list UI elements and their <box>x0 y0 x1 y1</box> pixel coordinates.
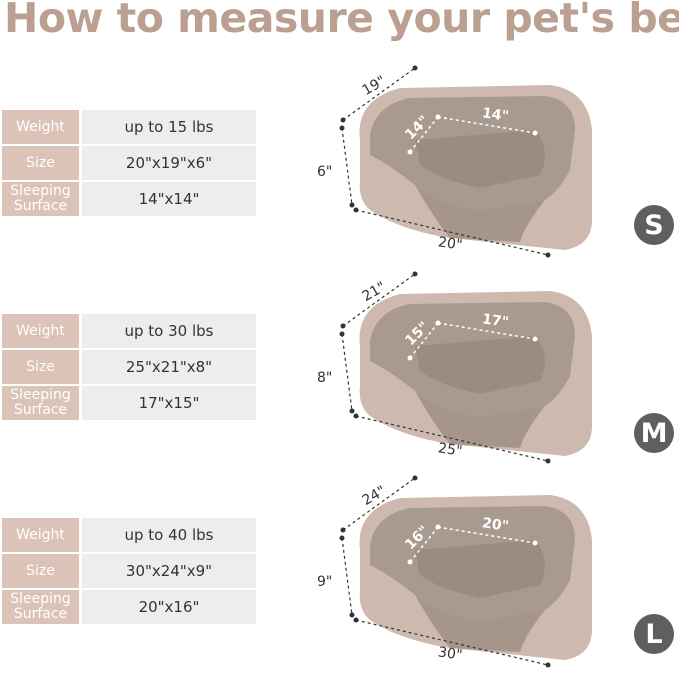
bed-drawing <box>339 271 592 464</box>
spec-label: Size <box>2 554 79 588</box>
spec-row: Size 20"x19"x6" <box>2 146 256 180</box>
spec-label: Size <box>2 146 79 180</box>
spec-table-l: Weight up to 40 lbs Size 30"x24"x9" Slee… <box>2 518 256 626</box>
spec-label: Weight <box>2 314 79 348</box>
spec-value: up to 30 lbs <box>82 314 256 348</box>
spec-table-s: Weight up to 15 lbs Size 20"x19"x6" Slee… <box>2 110 256 218</box>
spec-value: 17"x15" <box>82 386 256 420</box>
size-badge: S <box>634 205 674 245</box>
spec-value: 14"x14" <box>82 182 256 216</box>
spec-value: 20"x19"x6" <box>82 146 256 180</box>
length-dimension: 25" <box>437 440 464 460</box>
height-dimension: 8" <box>317 370 333 386</box>
bed-cushion <box>415 130 545 188</box>
bed-illustration-s: 19" 6" 20" 14" 14" <box>317 60 620 270</box>
spec-row: Size 25"x21"x8" <box>2 350 256 384</box>
spec-label: Sleeping Surface <box>2 386 79 420</box>
spec-value: up to 40 lbs <box>82 518 256 552</box>
spec-row: Sleeping Surface 20"x16" <box>2 590 256 624</box>
page-title: How to measure your pet's bed <box>4 0 679 42</box>
bed-illustration-m: 21" 8" 25" 15" 17" <box>317 266 620 476</box>
bed-drawing <box>339 475 592 668</box>
spec-value: 20"x16" <box>82 590 256 624</box>
spec-label: Sleeping Surface <box>2 590 79 624</box>
spec-table-m: Weight up to 30 lbs Size 25"x21"x8" Slee… <box>2 314 256 422</box>
size-badge: L <box>634 614 674 654</box>
bed-front-fur <box>415 391 545 448</box>
height-dimension: 9" <box>317 574 333 590</box>
spec-row: Sleeping Surface 14"x14" <box>2 182 256 216</box>
spec-row: Weight up to 40 lbs <box>2 518 256 552</box>
spec-row: Weight up to 30 lbs <box>2 314 256 348</box>
spec-value: 30"x24"x9" <box>82 554 256 588</box>
spec-label: Weight <box>2 110 79 144</box>
spec-value: 25"x21"x8" <box>82 350 256 384</box>
length-dimension: 20" <box>437 234 464 254</box>
size-badge: M <box>634 413 674 453</box>
bed-drawing <box>339 65 592 258</box>
spec-row: Sleeping Surface 17"x15" <box>2 386 256 420</box>
bed-front-fur <box>415 595 545 652</box>
height-dimension: 6" <box>317 164 333 180</box>
spec-row: Size 30"x24"x9" <box>2 554 256 588</box>
length-dimension: 30" <box>437 644 464 664</box>
spec-label: Sleeping Surface <box>2 182 79 216</box>
spec-label: Size <box>2 350 79 384</box>
spec-row: Weight up to 15 lbs <box>2 110 256 144</box>
bed-cushion <box>415 540 545 598</box>
bed-illustration-l: 24" 9" 30" 16" 20" <box>317 470 620 680</box>
spec-value: up to 15 lbs <box>82 110 256 144</box>
bed-cushion <box>415 336 545 394</box>
spec-label: Weight <box>2 518 79 552</box>
bed-front-fur <box>415 185 545 242</box>
